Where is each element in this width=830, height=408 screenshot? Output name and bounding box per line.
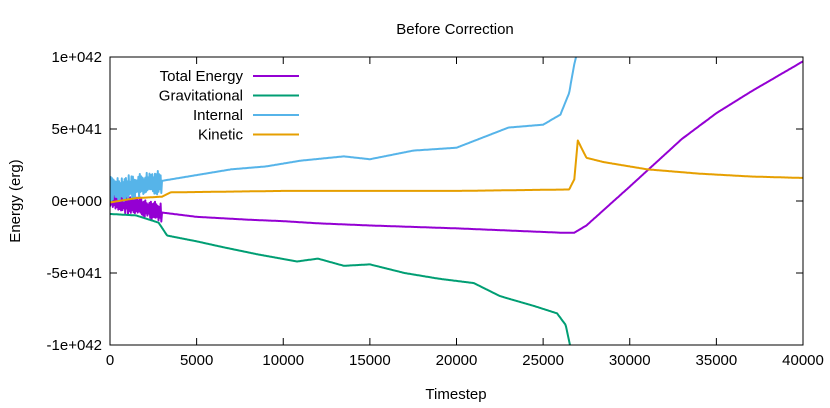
chart-title: Before Correction bbox=[396, 21, 514, 38]
legend-label-internal: Internal bbox=[193, 107, 243, 124]
x-axis-label: Timestep bbox=[425, 386, 486, 403]
x-tick-label: 0 bbox=[106, 352, 114, 369]
series-layer bbox=[110, 57, 803, 345]
legend-label-kinetic: Kinetic bbox=[198, 127, 244, 144]
y-tick-label: 5e+041 bbox=[52, 121, 102, 138]
x-tick-label: 15000 bbox=[349, 352, 391, 369]
x-tick-label: 40000 bbox=[782, 352, 824, 369]
series-line-total-energy bbox=[110, 60, 803, 234]
series-line-kinetic bbox=[110, 139, 803, 204]
y-tick-label: -1e+042 bbox=[47, 337, 102, 354]
y-axis-label: Energy (erg) bbox=[7, 159, 24, 242]
y-tick-label: -5e+041 bbox=[47, 265, 102, 282]
legend-label-total-energy: Total Energy bbox=[160, 68, 244, 85]
y-tick-label: 0e+000 bbox=[52, 193, 102, 210]
plot-frame bbox=[109, 56, 804, 346]
x-tick-label: 10000 bbox=[262, 352, 304, 369]
x-tick-label: 30000 bbox=[609, 352, 651, 369]
x-tick-label: 25000 bbox=[522, 352, 564, 369]
x-tick-label: 5000 bbox=[180, 352, 213, 369]
tick-layer: 0 5000 10000 15000 20000 25000 30000 35000 40000… bbox=[47, 49, 824, 369]
legend: Total Energy Gravitational Internal Kinetic bbox=[159, 68, 299, 144]
x-tick-label: 35000 bbox=[696, 352, 738, 369]
series-line-gravitational bbox=[110, 213, 571, 345]
y-tick-label: 1e+042 bbox=[52, 49, 102, 66]
legend-label-gravitational: Gravitational bbox=[159, 88, 243, 105]
x-tick-label: 20000 bbox=[436, 352, 478, 369]
series-line-internal bbox=[110, 57, 578, 203]
